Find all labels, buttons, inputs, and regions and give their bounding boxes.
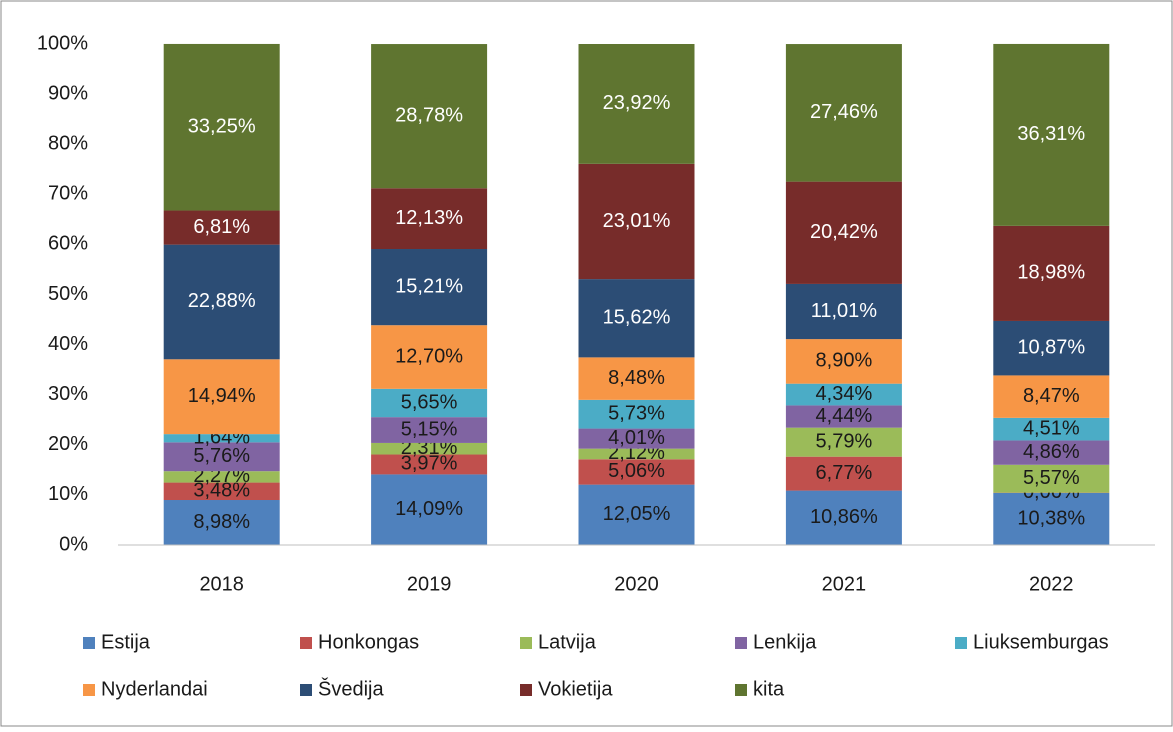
data-label: 4,44% — [816, 405, 873, 427]
data-label: 4,01% — [608, 427, 665, 449]
legend-swatch — [520, 684, 532, 696]
legend-label: Lenkija — [753, 631, 817, 653]
legend-label: Honkongas — [318, 631, 419, 653]
data-label: 36,31% — [1017, 123, 1085, 145]
data-label: 6,81% — [193, 216, 250, 238]
data-label: 10,38% — [1017, 507, 1085, 529]
y-tick-label: 50% — [48, 283, 88, 305]
x-tick-label: 2022 — [1029, 573, 1074, 595]
legend-swatch — [735, 684, 747, 696]
legend-label: kita — [753, 678, 785, 700]
legend-swatch — [520, 637, 532, 649]
y-tick-label: 0% — [59, 533, 88, 555]
data-label: 8,48% — [608, 367, 665, 389]
legend-label: Nyderlandai — [101, 678, 208, 700]
data-label: 28,78% — [395, 104, 463, 126]
data-label: 8,47% — [1023, 385, 1080, 407]
x-tick-label: 2019 — [407, 573, 452, 595]
data-label: 8,98% — [193, 511, 250, 533]
legend-label: Estija — [101, 631, 151, 653]
y-tick-label: 60% — [48, 233, 88, 255]
legend-swatch — [955, 637, 967, 649]
data-label: 8,90% — [816, 350, 873, 372]
data-label: 6,77% — [816, 462, 873, 484]
data-label: 12,05% — [603, 503, 671, 525]
legend-label: Vokietija — [538, 678, 613, 700]
data-label: 14,09% — [395, 498, 463, 520]
y-tick-label: 100% — [37, 32, 88, 54]
data-label: 5,79% — [816, 430, 873, 452]
y-tick-label: 70% — [48, 183, 88, 205]
data-label: 15,21% — [395, 275, 463, 297]
data-label: 22,88% — [188, 290, 256, 312]
x-tick-label: 2020 — [614, 573, 659, 595]
data-label: 18,98% — [1017, 262, 1085, 284]
y-tick-label: 90% — [48, 82, 88, 104]
legend-swatch — [735, 637, 747, 649]
data-label: 4,51% — [1023, 417, 1080, 439]
legend-label: Švedija — [318, 677, 384, 700]
data-label: 4,86% — [1023, 441, 1080, 463]
y-tick-label: 80% — [48, 132, 88, 154]
legend-swatch — [83, 684, 95, 696]
data-label: 5,65% — [401, 391, 458, 413]
data-label: 20,42% — [810, 221, 878, 243]
data-label: 23,92% — [603, 92, 671, 114]
data-label: 4,34% — [816, 383, 873, 405]
legend-label: Liuksemburgas — [973, 631, 1109, 653]
data-label: 10,86% — [810, 506, 878, 528]
y-tick-label: 30% — [48, 383, 88, 405]
data-label: 10,87% — [1017, 336, 1085, 358]
legend-label: Latvija — [538, 631, 597, 653]
data-label: 11,01% — [811, 300, 878, 322]
data-label: 12,70% — [395, 345, 463, 367]
data-label: 27,46% — [810, 101, 878, 123]
x-tick-label: 2018 — [199, 573, 244, 595]
y-tick-label: 20% — [48, 433, 88, 455]
data-label: 23,01% — [603, 210, 671, 232]
legend-swatch — [83, 637, 95, 649]
y-tick-label: 40% — [48, 333, 88, 355]
x-tick-label: 2021 — [822, 573, 867, 595]
data-label: 5,57% — [1023, 467, 1080, 489]
legend-swatch — [300, 684, 312, 696]
legend-swatch — [300, 637, 312, 649]
y-tick-label: 10% — [48, 483, 88, 505]
data-label: 14,94% — [188, 385, 256, 407]
data-label: 33,25% — [188, 116, 256, 138]
data-label: 5,15% — [401, 418, 458, 440]
data-label: 15,62% — [603, 307, 671, 329]
data-label: 5,73% — [608, 402, 665, 424]
data-label: 12,13% — [395, 207, 463, 229]
